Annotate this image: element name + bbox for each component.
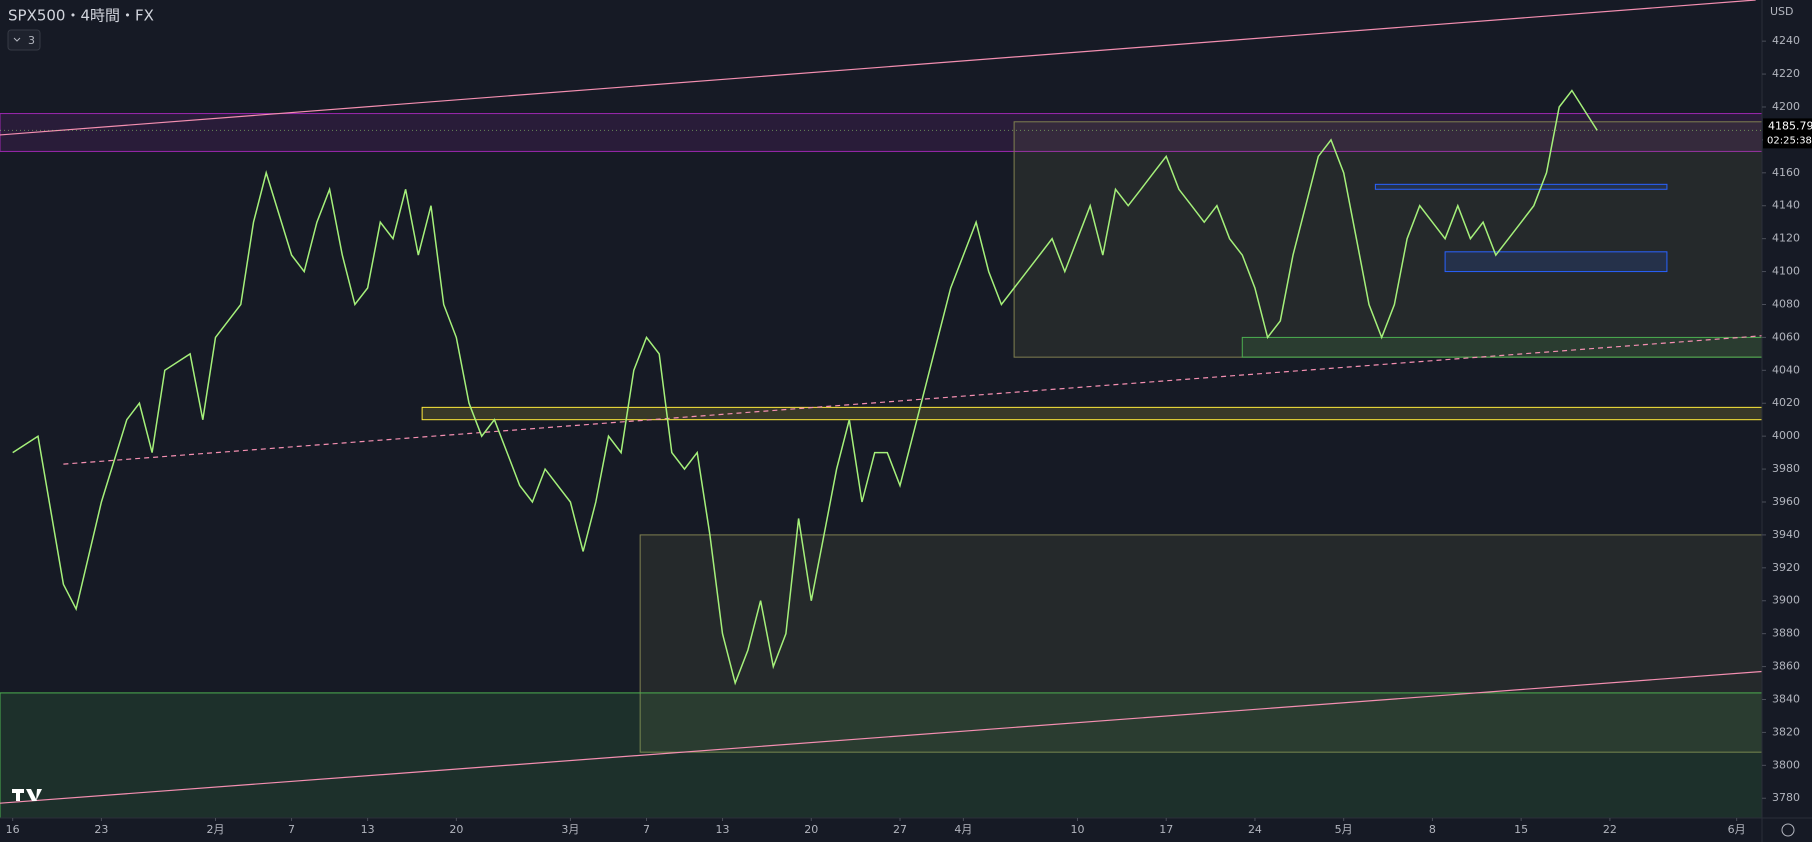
y-tick-label: 4020: [1772, 396, 1800, 409]
y-tick-label: 3840: [1772, 692, 1800, 705]
y-tick-label: 3900: [1772, 594, 1800, 607]
y-tick-label: 3780: [1772, 791, 1800, 804]
zone: [639, 534, 1762, 753]
x-tick-label: 13: [361, 823, 375, 836]
chevron-icon: [13, 37, 21, 42]
y-tick-label: 4000: [1772, 429, 1800, 442]
indicator-toggle[interactable]: [7, 29, 41, 51]
last-price-label: 4185.79: [1768, 119, 1812, 132]
y-tick-label: 4060: [1772, 330, 1800, 343]
x-tick-label: 2月: [206, 823, 224, 836]
x-tick-label: 5月: [1335, 823, 1353, 836]
x-tick-label: 24: [1248, 823, 1262, 836]
x-tick-label: 15: [1514, 823, 1528, 836]
y-tick-label: 4040: [1772, 363, 1800, 376]
y-tick-label: 4080: [1772, 297, 1800, 310]
zone: [421, 406, 1762, 421]
chart-title: SPX500・4時間・FX: [8, 7, 154, 25]
zone: [1444, 251, 1668, 273]
zone: [0, 113, 1762, 152]
x-tick-label: 6月: [1728, 823, 1746, 836]
x-tick-label: 7: [643, 823, 650, 836]
indicator-count: 3: [28, 34, 35, 47]
x-tick-label: 10: [1070, 823, 1084, 836]
trendline: [0, 670, 1762, 804]
settings-icon[interactable]: [1781, 823, 1795, 837]
currency-label[interactable]: USD: [1770, 5, 1794, 18]
zone: [0, 692, 1762, 818]
zone: [1013, 121, 1762, 358]
y-tick-label: 4100: [1772, 265, 1800, 278]
y-tick-label: 3920: [1772, 561, 1800, 574]
x-tick-label: 7: [288, 823, 295, 836]
y-tick-label: 4140: [1772, 199, 1800, 212]
y-tick-label: 3960: [1772, 495, 1800, 508]
x-tick-label: 20: [804, 823, 818, 836]
x-tick-label: 17: [1159, 823, 1173, 836]
countdown-label: 02:25:38: [1767, 135, 1812, 146]
y-tick-label: 4220: [1772, 67, 1800, 80]
x-tick-label: 27: [893, 823, 907, 836]
x-tick-label: 23: [94, 823, 108, 836]
x-tick-label: 8: [1429, 823, 1436, 836]
y-tick-label: 3980: [1772, 462, 1800, 475]
price-badge: [1763, 118, 1812, 149]
y-tick-label: 3880: [1772, 627, 1800, 640]
x-tick-label: 3月: [561, 823, 579, 836]
trendline: [63, 335, 1762, 465]
x-tick-label: 22: [1603, 823, 1617, 836]
y-tick-label: 4200: [1772, 100, 1800, 113]
zone: [1374, 183, 1668, 190]
y-tick-label: 3800: [1772, 758, 1800, 771]
y-tick-label: 3860: [1772, 660, 1800, 673]
y-tick-label: 3940: [1772, 528, 1800, 541]
y-tick-label: 4120: [1772, 232, 1800, 245]
y-tick-label: 4160: [1772, 166, 1800, 179]
trendline: [0, 0, 1756, 136]
tv-logo: [12, 789, 42, 801]
y-tick-label: 4240: [1772, 34, 1800, 47]
plot-area: [0, 0, 1762, 818]
price-line: [12, 89, 1598, 686]
x-tick-label: 16: [6, 823, 20, 836]
zone: [1241, 336, 1762, 358]
x-tick-label: 4月: [954, 823, 972, 836]
x-tick-label: 13: [716, 823, 730, 836]
x-tick-label: 20: [449, 823, 463, 836]
y-tick-label: 3820: [1772, 725, 1800, 738]
